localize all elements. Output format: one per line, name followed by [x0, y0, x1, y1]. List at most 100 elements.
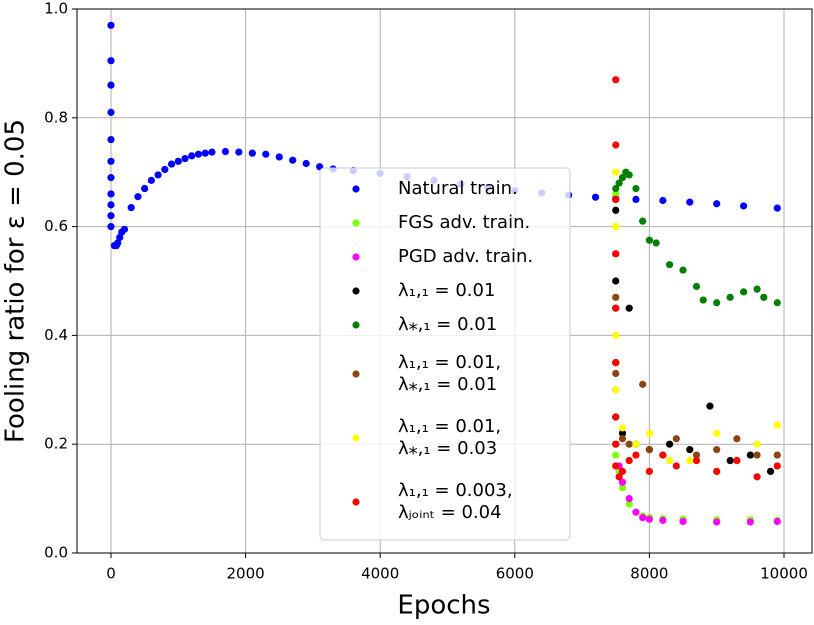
point — [773, 462, 781, 470]
point — [733, 456, 741, 465]
point — [773, 451, 781, 459]
point — [746, 451, 754, 459]
legend-label: λ₁,₁ = 0.003, λⱼₒᵢₙₜ = 0.04 — [398, 480, 513, 523]
x-axis-label: Epochs — [397, 591, 490, 621]
point — [625, 304, 633, 312]
legend-label: PGD adv. train. — [398, 246, 533, 267]
point — [652, 239, 660, 247]
point — [645, 515, 653, 523]
point — [612, 331, 620, 339]
point — [665, 261, 674, 269]
point — [107, 21, 115, 29]
point — [672, 435, 680, 443]
point — [665, 456, 674, 465]
point — [235, 148, 243, 156]
point — [632, 508, 640, 516]
point — [659, 196, 667, 205]
point — [760, 293, 768, 301]
point — [713, 429, 721, 437]
legend-label: λ₁,₁ = 0.01, λ⁎,₁ = 0.01 — [398, 352, 501, 395]
legend-label: λ⁎,₁ = 0.01 — [398, 314, 497, 335]
point — [161, 165, 169, 174]
point — [625, 440, 633, 448]
point — [773, 299, 781, 307]
point — [713, 446, 721, 454]
x-tick-label: 0 — [106, 565, 116, 583]
point — [107, 81, 115, 89]
point — [107, 174, 115, 182]
y-tick-label: 1.0 — [44, 0, 68, 18]
point — [107, 212, 115, 220]
point — [120, 225, 129, 233]
point — [615, 473, 623, 481]
point — [154, 171, 162, 179]
point — [612, 413, 620, 421]
plot-frame — [76, 8, 813, 554]
point — [107, 108, 115, 116]
point — [181, 155, 189, 163]
legend-marker — [352, 321, 360, 329]
point — [753, 440, 761, 448]
x-tick-label: 6000 — [496, 565, 534, 583]
point — [618, 478, 627, 486]
point — [733, 435, 741, 443]
point — [612, 462, 620, 470]
point — [686, 198, 694, 206]
legend-box — [319, 167, 571, 541]
point — [625, 456, 633, 465]
point — [713, 467, 721, 475]
point — [665, 440, 674, 448]
point — [618, 467, 627, 475]
point — [302, 159, 310, 168]
point — [591, 193, 600, 201]
point — [612, 440, 620, 448]
point — [766, 467, 775, 475]
point — [262, 150, 270, 158]
point — [107, 157, 115, 165]
legend-marker — [352, 434, 360, 442]
point — [625, 495, 633, 503]
point — [773, 517, 781, 526]
x-tick-label: 4000 — [361, 565, 399, 583]
point — [194, 150, 203, 158]
point — [188, 152, 196, 160]
legend-marker — [352, 370, 360, 378]
point — [612, 250, 620, 258]
point — [612, 304, 620, 312]
point — [201, 149, 209, 157]
point — [618, 424, 627, 432]
point — [618, 435, 627, 443]
point — [612, 369, 620, 378]
legend-label: λ₁,₁ = 0.01, λ⁎,₁ = 0.03 — [398, 416, 501, 459]
point — [275, 153, 283, 161]
point — [679, 266, 687, 274]
point — [618, 484, 627, 492]
point — [740, 202, 748, 210]
point — [645, 467, 653, 475]
point — [208, 148, 216, 156]
point — [659, 516, 667, 524]
point — [706, 402, 714, 410]
point — [692, 282, 701, 291]
point — [632, 195, 640, 203]
legend-label: Natural train. — [398, 178, 518, 199]
point — [713, 518, 721, 526]
point — [289, 156, 297, 164]
point — [612, 451, 620, 459]
point — [753, 285, 761, 293]
point — [645, 236, 653, 244]
legend-marker — [352, 185, 360, 193]
point — [686, 446, 694, 454]
point — [686, 456, 694, 465]
point — [618, 174, 627, 182]
point — [713, 299, 721, 307]
point — [639, 514, 647, 522]
point — [612, 190, 620, 198]
point — [740, 288, 748, 296]
point — [612, 359, 620, 367]
point — [107, 135, 115, 144]
point — [612, 206, 620, 214]
point — [612, 195, 620, 203]
point — [625, 500, 633, 508]
